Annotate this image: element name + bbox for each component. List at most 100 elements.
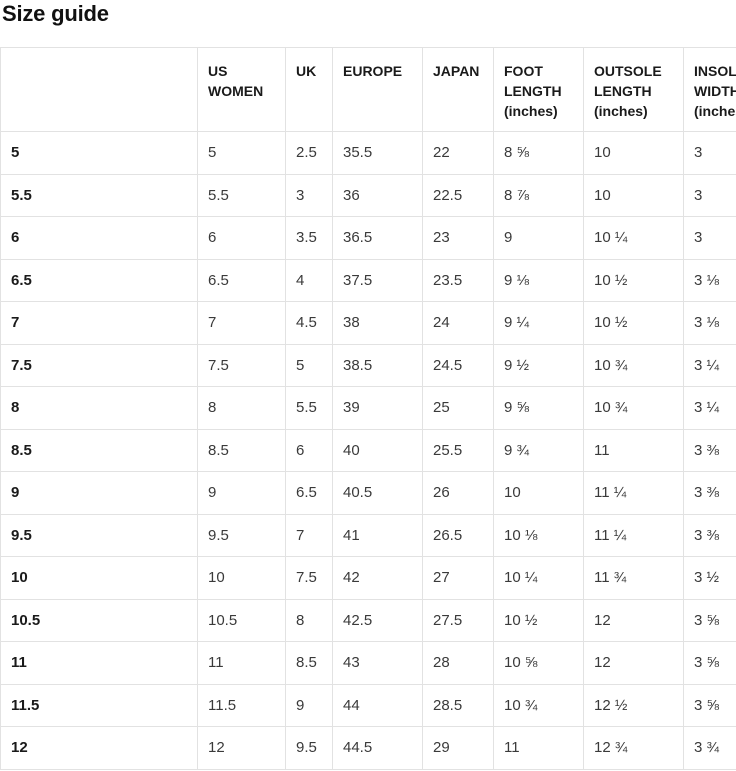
table-cell: 6 <box>197 216 286 260</box>
table-cell: 11 <box>493 726 584 770</box>
table-cell: 25.5 <box>422 428 494 472</box>
column-header: JAPAN <box>422 47 494 132</box>
row-label: 5.5 <box>0 173 198 217</box>
table-cell: 9 ⅛ <box>493 258 584 302</box>
table-cell: 38.5 <box>332 343 423 387</box>
table-cell: 44.5 <box>332 726 423 770</box>
table-cell: 7 <box>285 513 333 557</box>
table-cell: 29 <box>422 726 494 770</box>
row-label: 5 <box>0 131 198 175</box>
row-label: 10.5 <box>0 598 198 642</box>
column-header: FOOT LENGTH (inches) <box>493 47 584 132</box>
table-cell: 6.5 <box>197 258 286 302</box>
column-header: US WOMEN <box>197 47 286 132</box>
table-cell: 4 <box>285 258 333 302</box>
table-cell: 10 <box>583 131 684 175</box>
table-cell: 8 ⅝ <box>493 131 584 175</box>
table-cell: 3 ¾ <box>683 726 736 770</box>
table-cell: 3 ⅛ <box>683 301 736 345</box>
table-cell: 3 ¼ <box>683 343 736 387</box>
table-cell: 8 <box>285 598 333 642</box>
row-label: 10 <box>0 556 198 600</box>
table-cell: 37.5 <box>332 258 423 302</box>
table-cell: 9 ¼ <box>493 301 584 345</box>
table-cell: 42 <box>332 556 423 600</box>
table-cell: 6 <box>285 428 333 472</box>
table-cell: 27.5 <box>422 598 494 642</box>
page-title: Size guide <box>2 1 109 26</box>
table-cell: 43 <box>332 641 423 685</box>
table-cell: 5.5 <box>285 386 333 430</box>
table-cell: 10 ¼ <box>493 556 584 600</box>
table-cell: 10 <box>197 556 286 600</box>
table-cell: 8.5 <box>285 641 333 685</box>
table-row: 5.5 5.5 3 36 22.5 8 ⅞ 10 3 <box>0 173 736 217</box>
size-guide-table: US WOMEN UK EUROPE JAPAN FOOT LENGTH (inches… <box>0 47 736 770</box>
table-cell: 3 ½ <box>683 556 736 600</box>
table-cell: 7.5 <box>285 556 333 600</box>
table-cell: 3 ⅜ <box>683 513 736 557</box>
table-cell: 2.5 <box>285 131 333 175</box>
table-cell: 7.5 <box>197 343 286 387</box>
table-cell: 6.5 <box>285 471 333 515</box>
table-cell: 42.5 <box>332 598 423 642</box>
table-cell: 3 ¼ <box>683 386 736 430</box>
table-cell: 10 <box>493 471 584 515</box>
table-cell: 11 ¼ <box>583 471 684 515</box>
table-cell: 10.5 <box>197 598 286 642</box>
table-cell: 3 ⅝ <box>683 598 736 642</box>
table-cell: 3 <box>683 173 736 217</box>
corner-header-cell <box>0 47 198 132</box>
row-label: 11.5 <box>0 683 198 727</box>
row-label: 9.5 <box>0 513 198 557</box>
table-cell: 28 <box>422 641 494 685</box>
table-cell: 5 <box>285 343 333 387</box>
table-cell: 10 ¼ <box>583 216 684 260</box>
table-cell: 10 ½ <box>583 258 684 302</box>
table-cell: 9.5 <box>285 726 333 770</box>
table-cell: 10 ½ <box>583 301 684 345</box>
table-cell: 9 <box>197 471 286 515</box>
table-cell: 3 <box>285 173 333 217</box>
row-label: 7 <box>0 301 198 345</box>
table-cell: 12 <box>197 726 286 770</box>
table-cell: 8.5 <box>197 428 286 472</box>
table-cell: 11.5 <box>197 683 286 727</box>
table-cell: 24 <box>422 301 494 345</box>
table-cell: 10 ¾ <box>583 386 684 430</box>
table-cell: 25 <box>422 386 494 430</box>
row-label: 8 <box>0 386 198 430</box>
table-cell: 10 ⅝ <box>493 641 584 685</box>
table-cell: 9 <box>285 683 333 727</box>
table-cell: 40 <box>332 428 423 472</box>
table-cell: 3 <box>683 131 736 175</box>
table-cell: 11 ¾ <box>583 556 684 600</box>
table-cell: 3 ⅜ <box>683 428 736 472</box>
row-label: 7.5 <box>0 343 198 387</box>
table-cell: 38 <box>332 301 423 345</box>
table-cell: 10 ¾ <box>583 343 684 387</box>
table-cell: 12 <box>583 598 684 642</box>
table-cell: 39 <box>332 386 423 430</box>
table-header-row: US WOMEN UK EUROPE JAPAN FOOT LENGTH (inches… <box>0 47 736 132</box>
table-cell: 26.5 <box>422 513 494 557</box>
table-cell: 3 ⅝ <box>683 641 736 685</box>
table-cell: 28.5 <box>422 683 494 727</box>
table-cell: 22 <box>422 131 494 175</box>
table-cell: 22.5 <box>422 173 494 217</box>
table-cell: 23.5 <box>422 258 494 302</box>
table-cell: 26 <box>422 471 494 515</box>
table-cell: 7 <box>197 301 286 345</box>
table-cell: 9 ½ <box>493 343 584 387</box>
table-row: 10.5 10.5 8 42.5 27.5 10 ½ 12 3 ⅝ <box>0 598 736 642</box>
table-cell: 11 <box>197 641 286 685</box>
table-cell: 4.5 <box>285 301 333 345</box>
table-cell: 41 <box>332 513 423 557</box>
table-cell: 3.5 <box>285 216 333 260</box>
